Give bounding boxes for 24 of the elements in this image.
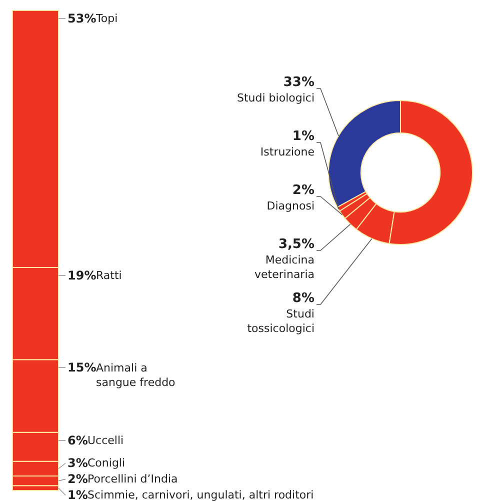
- data-label: 3,5%: [278, 237, 315, 252]
- slice-label: Medicina veterinaria: [254, 254, 315, 281]
- data-label: 2%: [292, 183, 315, 198]
- data-label: 2%: [68, 472, 88, 486]
- data-label: 8%: [292, 291, 315, 306]
- data-label: 19%: [68, 268, 96, 282]
- slice-label: Istruzione: [260, 146, 315, 158]
- data-label: 1%: [68, 488, 88, 502]
- text: Conigli: [88, 456, 126, 470]
- data-label: 3%: [68, 456, 88, 470]
- slice-label: Studi biologici: [237, 92, 314, 104]
- data-label: 15%: [68, 360, 96, 375]
- text: Porcellini d’India: [88, 472, 178, 486]
- data-label: 1%: [292, 129, 315, 144]
- slice-label: Diagnosi: [266, 200, 315, 212]
- text: Ratti: [96, 268, 122, 282]
- data-label: 33%: [283, 75, 315, 90]
- data-label: 53%: [68, 12, 96, 26]
- text: Uccelli: [88, 434, 124, 447]
- text: Animali a sangue freddo: [96, 362, 176, 389]
- data-label: 6%: [68, 433, 88, 448]
- slice-label: Studi tossicologici: [247, 308, 315, 335]
- text: Scimmie, carnivori, ungulati, altri roditori: [88, 488, 314, 502]
- text: Topi: [95, 12, 118, 25]
